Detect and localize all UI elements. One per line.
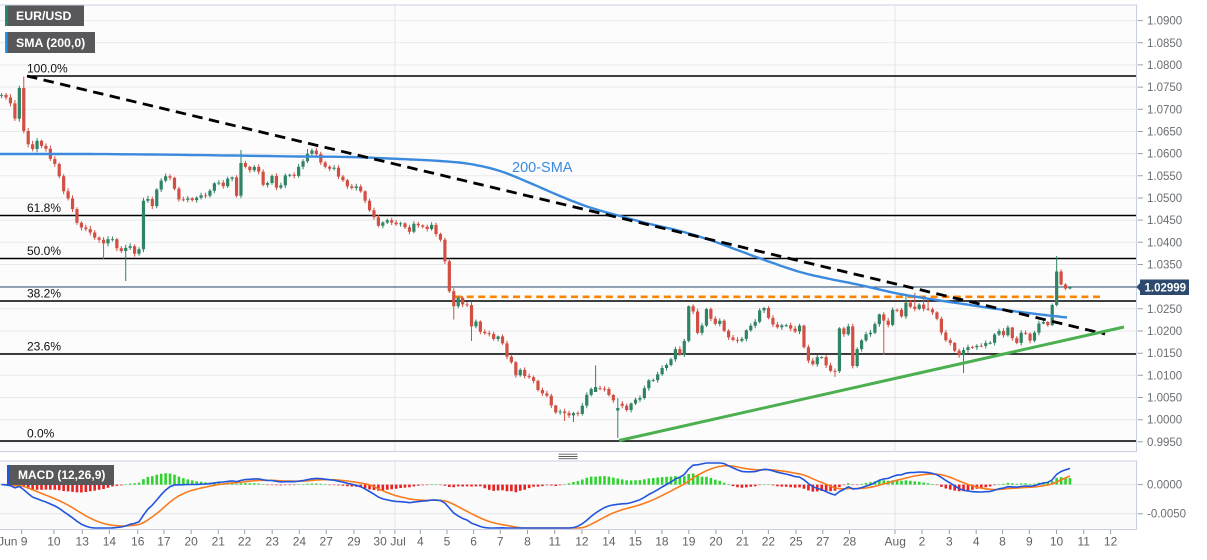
svg-text:1.0250: 1.0250	[1147, 304, 1182, 316]
svg-text:1.0150: 1.0150	[1147, 348, 1182, 360]
svg-text:1.0500: 1.0500	[1147, 193, 1182, 205]
svg-text:4: 4	[973, 535, 980, 549]
svg-text:23: 23	[266, 535, 280, 549]
svg-text:Jul: Jul	[390, 535, 405, 549]
svg-text:1.0400: 1.0400	[1147, 237, 1182, 249]
svg-text:1.0750: 1.0750	[1147, 82, 1182, 94]
svg-text:-0.0050: -0.0050	[1147, 509, 1186, 521]
svg-text:14: 14	[602, 535, 616, 549]
svg-text:14: 14	[103, 535, 117, 549]
svg-text:1.0800: 1.0800	[1147, 60, 1182, 72]
svg-text:29: 29	[347, 535, 361, 549]
svg-text:SMA (200,0): SMA (200,0)	[16, 36, 85, 50]
svg-text:50.0%: 50.0%	[27, 244, 61, 258]
svg-text:1.0000: 1.0000	[1147, 415, 1182, 427]
svg-text:3: 3	[946, 535, 953, 549]
svg-text:1.0900: 1.0900	[1147, 16, 1182, 28]
svg-text:13: 13	[76, 535, 90, 549]
svg-text:1.0100: 1.0100	[1147, 370, 1182, 382]
svg-text:8: 8	[999, 535, 1006, 549]
svg-text:22: 22	[762, 535, 776, 549]
svg-text:25: 25	[789, 535, 803, 549]
svg-text:20: 20	[184, 535, 198, 549]
svg-text:21: 21	[736, 535, 750, 549]
svg-text:1.0600: 1.0600	[1147, 149, 1182, 161]
svg-text:6: 6	[470, 535, 477, 549]
svg-text:1.0450: 1.0450	[1147, 215, 1182, 227]
svg-text:8: 8	[524, 535, 531, 549]
svg-text:0.9950: 0.9950	[1147, 437, 1182, 449]
svg-text:18: 18	[655, 535, 669, 549]
svg-text:EUR/USD: EUR/USD	[16, 9, 71, 23]
svg-text:27: 27	[320, 535, 334, 549]
svg-text:1.0200: 1.0200	[1147, 326, 1182, 338]
svg-text:2: 2	[919, 535, 926, 549]
svg-text:61.8%: 61.8%	[27, 201, 61, 215]
svg-text:0.0000: 0.0000	[1147, 480, 1182, 492]
svg-text:11: 11	[548, 535, 561, 549]
svg-text:0.0%: 0.0%	[27, 427, 55, 441]
svg-text:7: 7	[497, 535, 504, 549]
svg-text:12: 12	[575, 535, 589, 549]
svg-text:15: 15	[629, 535, 643, 549]
svg-text:23.6%: 23.6%	[27, 340, 61, 354]
svg-text:21: 21	[212, 535, 226, 549]
svg-text:1.02999: 1.02999	[1145, 283, 1187, 295]
svg-text:Aug: Aug	[885, 535, 906, 549]
svg-text:10: 10	[1050, 535, 1064, 549]
svg-text:9: 9	[1026, 535, 1033, 549]
svg-text:11: 11	[1077, 535, 1090, 549]
svg-text:1.0550: 1.0550	[1147, 171, 1182, 183]
svg-text:22: 22	[238, 535, 252, 549]
svg-text:10: 10	[47, 535, 61, 549]
svg-text:12: 12	[1104, 535, 1118, 549]
svg-text:1.0050: 1.0050	[1147, 393, 1182, 405]
svg-text:4: 4	[417, 535, 424, 549]
svg-text:1.0650: 1.0650	[1147, 127, 1182, 139]
svg-text:30: 30	[373, 535, 387, 549]
svg-text:19: 19	[682, 535, 696, 549]
svg-text:38.2%: 38.2%	[27, 287, 61, 301]
svg-text:28: 28	[843, 535, 857, 549]
svg-text:1.0350: 1.0350	[1147, 260, 1182, 272]
svg-text:16: 16	[131, 535, 145, 549]
svg-text:200-SMA: 200-SMA	[512, 160, 573, 176]
svg-text:20: 20	[709, 535, 723, 549]
svg-text:17: 17	[157, 535, 171, 549]
svg-text:1.0850: 1.0850	[1147, 38, 1182, 50]
svg-text:100.0%: 100.0%	[27, 62, 68, 76]
svg-text:MACD (12,26,9): MACD (12,26,9)	[18, 468, 105, 482]
svg-text:27: 27	[816, 535, 830, 549]
svg-text:Jun 9: Jun 9	[0, 535, 28, 549]
svg-text:24: 24	[293, 535, 307, 549]
svg-text:5: 5	[444, 535, 451, 549]
svg-text:1.0700: 1.0700	[1147, 104, 1182, 116]
